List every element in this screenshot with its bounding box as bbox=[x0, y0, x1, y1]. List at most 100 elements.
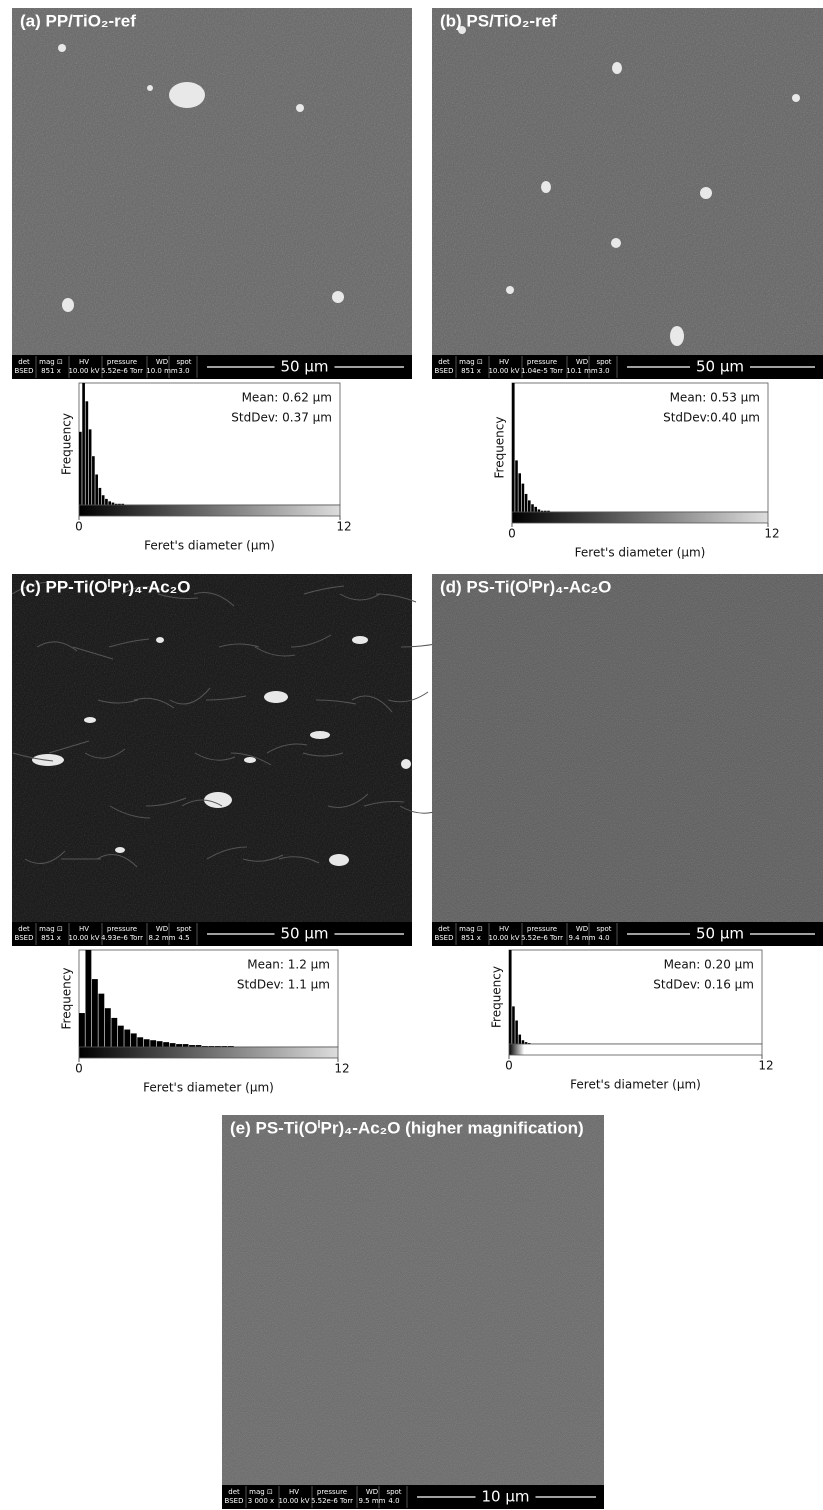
particle bbox=[352, 636, 368, 644]
histogram-bar bbox=[544, 510, 547, 512]
histogram-bar bbox=[101, 495, 105, 505]
histogram-bar bbox=[208, 1046, 215, 1047]
plot-frame bbox=[78, 382, 341, 506]
info-header: HV bbox=[79, 358, 89, 366]
histogram-bar bbox=[150, 1040, 157, 1047]
histogram-bar bbox=[512, 1006, 515, 1044]
fiber bbox=[48, 740, 90, 754]
particle bbox=[541, 181, 551, 193]
info-value: 5.52e-6 Torr bbox=[311, 1497, 353, 1505]
x-axis-label: Feret's diameter (µm) bbox=[143, 1081, 274, 1095]
info-value: BSED bbox=[435, 934, 454, 942]
panel-label: (c) PP-Ti(OⁱPr)₄-Ac₂O bbox=[20, 577, 190, 596]
info-value: 10.0 mm bbox=[146, 367, 178, 375]
fiber bbox=[169, 687, 211, 705]
fiber bbox=[72, 646, 114, 660]
fiber bbox=[290, 634, 332, 648]
info-header: pressure bbox=[527, 925, 557, 933]
info-value: 4.93e-6 Torr bbox=[101, 934, 143, 942]
plot-frame bbox=[508, 949, 763, 1045]
info-header: mag ⊡ bbox=[459, 925, 483, 933]
histogram-bar bbox=[111, 1017, 118, 1047]
histogram-bar bbox=[515, 1020, 518, 1044]
histogram-bar bbox=[531, 504, 534, 512]
scale-bar-label: 10 µm bbox=[481, 1488, 529, 1506]
info-header: pressure bbox=[527, 358, 557, 366]
histogram-bar bbox=[221, 1046, 228, 1047]
mean-text: Mean: 0.62 µm bbox=[242, 391, 332, 405]
histogram-bar bbox=[108, 501, 112, 505]
histogram-bar bbox=[79, 431, 82, 505]
fiber bbox=[339, 593, 381, 601]
info-value: 3.0 bbox=[178, 367, 189, 375]
info-value: 851 x bbox=[461, 934, 481, 942]
particle bbox=[612, 62, 622, 74]
particle bbox=[115, 847, 125, 853]
histogram-bar bbox=[512, 383, 515, 512]
histogram-bar bbox=[518, 1034, 522, 1044]
info-value: 4.0 bbox=[388, 1497, 399, 1505]
histogram-bar bbox=[117, 1025, 124, 1047]
fiber bbox=[11, 581, 53, 595]
fiber bbox=[278, 856, 320, 864]
particle bbox=[204, 792, 232, 808]
histogram-bar bbox=[547, 510, 550, 512]
histogram-bar bbox=[124, 1029, 131, 1047]
histogram-bar bbox=[98, 993, 105, 1047]
fiber bbox=[193, 592, 235, 607]
particle bbox=[670, 326, 684, 346]
info-value: BSED bbox=[225, 1497, 244, 1505]
fiber bbox=[194, 752, 236, 761]
info-value: BSED bbox=[435, 367, 454, 375]
info-header: det bbox=[18, 925, 30, 933]
histogram-bar bbox=[202, 1046, 208, 1047]
particle bbox=[310, 731, 330, 739]
x-tick-label: 0 bbox=[505, 1059, 513, 1073]
histogram-bar bbox=[182, 1044, 189, 1047]
info-header: HV bbox=[499, 925, 509, 933]
fiber bbox=[36, 641, 78, 652]
y-axis-label: Frequency bbox=[493, 417, 507, 479]
histogram-bar bbox=[104, 1008, 111, 1047]
info-header: WD bbox=[156, 925, 168, 933]
fiber bbox=[363, 801, 405, 807]
panel-label: (b) PS/TiO₂-ref bbox=[440, 11, 557, 30]
info-value: 10.00 kV bbox=[68, 367, 99, 375]
fiber bbox=[266, 743, 308, 754]
info-value: 3.0 bbox=[598, 367, 609, 375]
fiber bbox=[254, 646, 296, 657]
stddev-text: StdDev: 0.37 µm bbox=[231, 411, 332, 425]
info-value: 9.5 mm bbox=[359, 1497, 386, 1505]
gradient-bar bbox=[78, 504, 341, 517]
fiber bbox=[387, 691, 429, 703]
x-tick-label: 0 bbox=[508, 527, 516, 541]
gradient-bar bbox=[508, 1043, 763, 1056]
particle bbox=[264, 691, 288, 703]
fiber bbox=[181, 799, 223, 807]
x-tick-label: 12 bbox=[764, 527, 779, 541]
particle bbox=[611, 238, 621, 248]
x-tick-label: 12 bbox=[334, 1062, 349, 1076]
fiber bbox=[24, 850, 66, 864]
info-header: det bbox=[438, 925, 450, 933]
info-value: 10.00 kV bbox=[278, 1497, 309, 1505]
histogram-bar bbox=[121, 503, 125, 505]
info-value: 10.00 kV bbox=[488, 934, 519, 942]
y-axis-label: Frequency bbox=[490, 966, 504, 1028]
fiber bbox=[12, 752, 54, 762]
info-value: 851 x bbox=[461, 367, 481, 375]
particle bbox=[332, 291, 344, 303]
histogram-bar bbox=[527, 1043, 531, 1044]
histogram-bar bbox=[137, 1037, 144, 1047]
fiber bbox=[303, 585, 345, 595]
scale-bar-label: 50 µm bbox=[696, 925, 744, 943]
info-header: spot bbox=[596, 358, 611, 366]
histogram-bar bbox=[91, 979, 98, 1047]
histogram-bar bbox=[118, 503, 121, 505]
fiber bbox=[157, 593, 199, 599]
info-header: pressure bbox=[107, 358, 137, 366]
info-header: det bbox=[18, 358, 30, 366]
sem-texture bbox=[432, 574, 823, 922]
histogram-bar bbox=[143, 1039, 150, 1047]
